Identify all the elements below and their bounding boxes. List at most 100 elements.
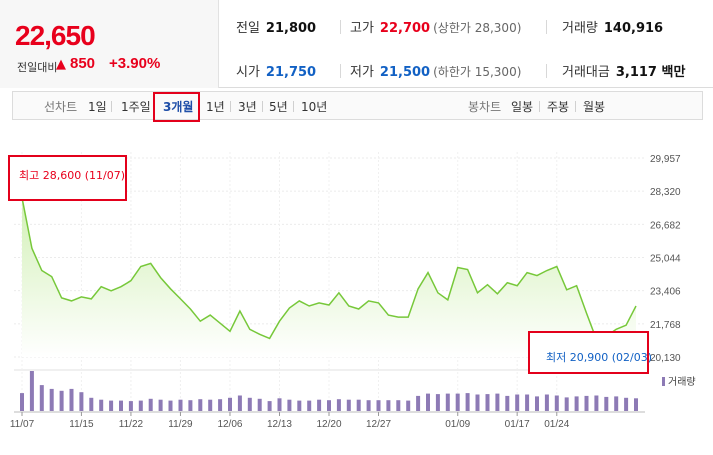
volume-bar <box>465 393 470 411</box>
volume-bar <box>406 400 411 411</box>
volume-legend-label: 거래량 <box>668 377 696 388</box>
x-axis-labels: 11/07 11/15 11/22 11/29 12/06 12/13 12/20 12/27… <box>10 419 570 430</box>
volume-bar <box>366 400 371 411</box>
x-tick-label: 01/24 <box>544 419 569 430</box>
x-tick-label: 01/09 <box>445 419 470 430</box>
volume-bar <box>307 400 312 411</box>
volume-bar <box>138 400 143 411</box>
period-3m-button[interactable]: 3개월 <box>163 100 194 114</box>
divider <box>262 101 263 112</box>
x-tick-label: 11/29 <box>168 419 193 430</box>
y-tick-label: 23,406 <box>650 287 681 298</box>
volume-bar <box>79 392 84 411</box>
volume-cell: 거래량 140,916 <box>562 17 663 37</box>
volume-label: 거래량 <box>562 21 598 36</box>
volume-bar <box>128 401 133 411</box>
open-label: 시가 <box>236 65 260 80</box>
low-value: 21,500 <box>379 65 431 80</box>
candle-monthly-button[interactable]: 월봉 <box>583 100 606 114</box>
volume-legend: 거래량 <box>662 373 696 388</box>
divider <box>546 64 547 78</box>
high-cell: 고가 22,700 (상한가 28,300) <box>350 17 521 37</box>
period-1d-button[interactable]: 1일 <box>88 100 107 114</box>
volume-bar <box>277 398 282 411</box>
trade-value-cell: 거래대금 3,117 백만 <box>562 61 685 81</box>
low-annotation-text: 최저 20,900 (02/03) <box>546 351 653 364</box>
price-box: 22,650 전일대비 ▲ 850 +3.90% <box>0 0 219 88</box>
y-tick-label: 21,768 <box>650 320 681 331</box>
period-5y-button[interactable]: 5년 <box>269 100 288 114</box>
upper-limit: (상한가 28,300) <box>433 21 522 35</box>
period-1w-button[interactable]: 1주일 <box>121 100 151 114</box>
divider <box>546 20 547 34</box>
change-percent: +3.90% <box>109 55 161 72</box>
candle-daily-button[interactable]: 일봉 <box>511 100 534 114</box>
period-3y-button[interactable]: 3년 <box>238 100 257 114</box>
divider <box>539 101 540 112</box>
x-tick-label: 11/15 <box>69 419 94 430</box>
volume-bar <box>346 399 351 411</box>
trade-value-value: 3,117 백만 <box>615 65 686 80</box>
volume-bar <box>426 393 430 411</box>
chart-period-toolbar: 선차트 1일 1주일 3개월 1년 3년 5년 10년 봉차트 일봉 주봉 월봉 <box>12 91 703 120</box>
volume-bar <box>109 400 114 411</box>
candle-chart-label: 봉차트 <box>468 100 502 114</box>
prev-close-value: 21,800 <box>265 21 317 36</box>
divider <box>111 101 112 112</box>
volume-bar <box>525 394 530 411</box>
volume-bar <box>188 400 193 411</box>
x-tick-label: 11/22 <box>119 419 144 430</box>
y-axis-labels: 29,957 28,320 26,682 25,044 23,406 21,768 20,1… <box>650 154 681 364</box>
y-tick-label: 29,957 <box>650 154 681 165</box>
x-tick-label: 01/17 <box>505 419 530 430</box>
y-tick-label: 28,320 <box>650 187 681 198</box>
divider <box>575 101 576 112</box>
x-tick-label: 12/06 <box>217 419 242 430</box>
high-value: 22,700 <box>379 21 431 36</box>
volume-bar <box>59 390 64 411</box>
volume-bar <box>49 388 54 411</box>
volume-legend-swatch <box>662 377 665 386</box>
change-label: 전일대비 <box>17 61 58 74</box>
low-annotation: 최저 20,900 (02/03) <box>528 331 653 374</box>
volume-bar <box>535 396 539 411</box>
x-tick-label: 11/07 <box>10 419 35 430</box>
volume-bar <box>287 399 292 411</box>
current-price: 22,650 <box>15 20 96 51</box>
volume-bar <box>297 400 302 411</box>
prev-close-cell: 전일 21,800 <box>236 17 316 37</box>
divider <box>340 20 341 34</box>
low-label: 저가 <box>350 65 374 80</box>
price-line <box>21 197 637 341</box>
volume-bar <box>624 397 629 411</box>
price-area <box>22 197 636 357</box>
volume-bar <box>228 397 232 411</box>
lower-limit: (하한가 15,300) <box>433 65 522 79</box>
volume-bar <box>376 400 381 411</box>
divider <box>293 101 294 112</box>
volume-bar <box>218 399 223 411</box>
highlight-box <box>153 92 200 122</box>
volume-bar <box>554 395 559 411</box>
volume-bar <box>327 400 331 411</box>
volume-bar <box>178 399 183 411</box>
candle-weekly-button[interactable]: 주봉 <box>547 100 570 114</box>
volume-bar <box>317 399 322 411</box>
volume-bar <box>386 400 391 411</box>
period-10y-button[interactable]: 10년 <box>301 100 328 114</box>
up-arrow-icon: ▲ <box>56 57 66 72</box>
volume-bar <box>594 395 599 411</box>
volume-bar <box>475 394 480 411</box>
quote-stats: 전일 21,800 고가 22,700 (상한가 28,300) 거래량 140,916… <box>220 0 713 88</box>
line-chart-label: 선차트 <box>44 100 78 114</box>
open-cell: 시가 21,750 <box>236 61 316 81</box>
price-chart-svg: 29,957 28,320 26,682 25,044 23,406 21,768 20,1… <box>10 152 681 430</box>
volume-bar <box>20 393 24 411</box>
volume-bar <box>416 395 421 411</box>
period-1y-button[interactable]: 1년 <box>206 100 225 114</box>
divider <box>230 101 231 112</box>
volume-bar <box>158 399 163 411</box>
volume-bar <box>208 399 213 411</box>
volume-bars <box>20 371 638 411</box>
volume-bar <box>267 401 272 411</box>
